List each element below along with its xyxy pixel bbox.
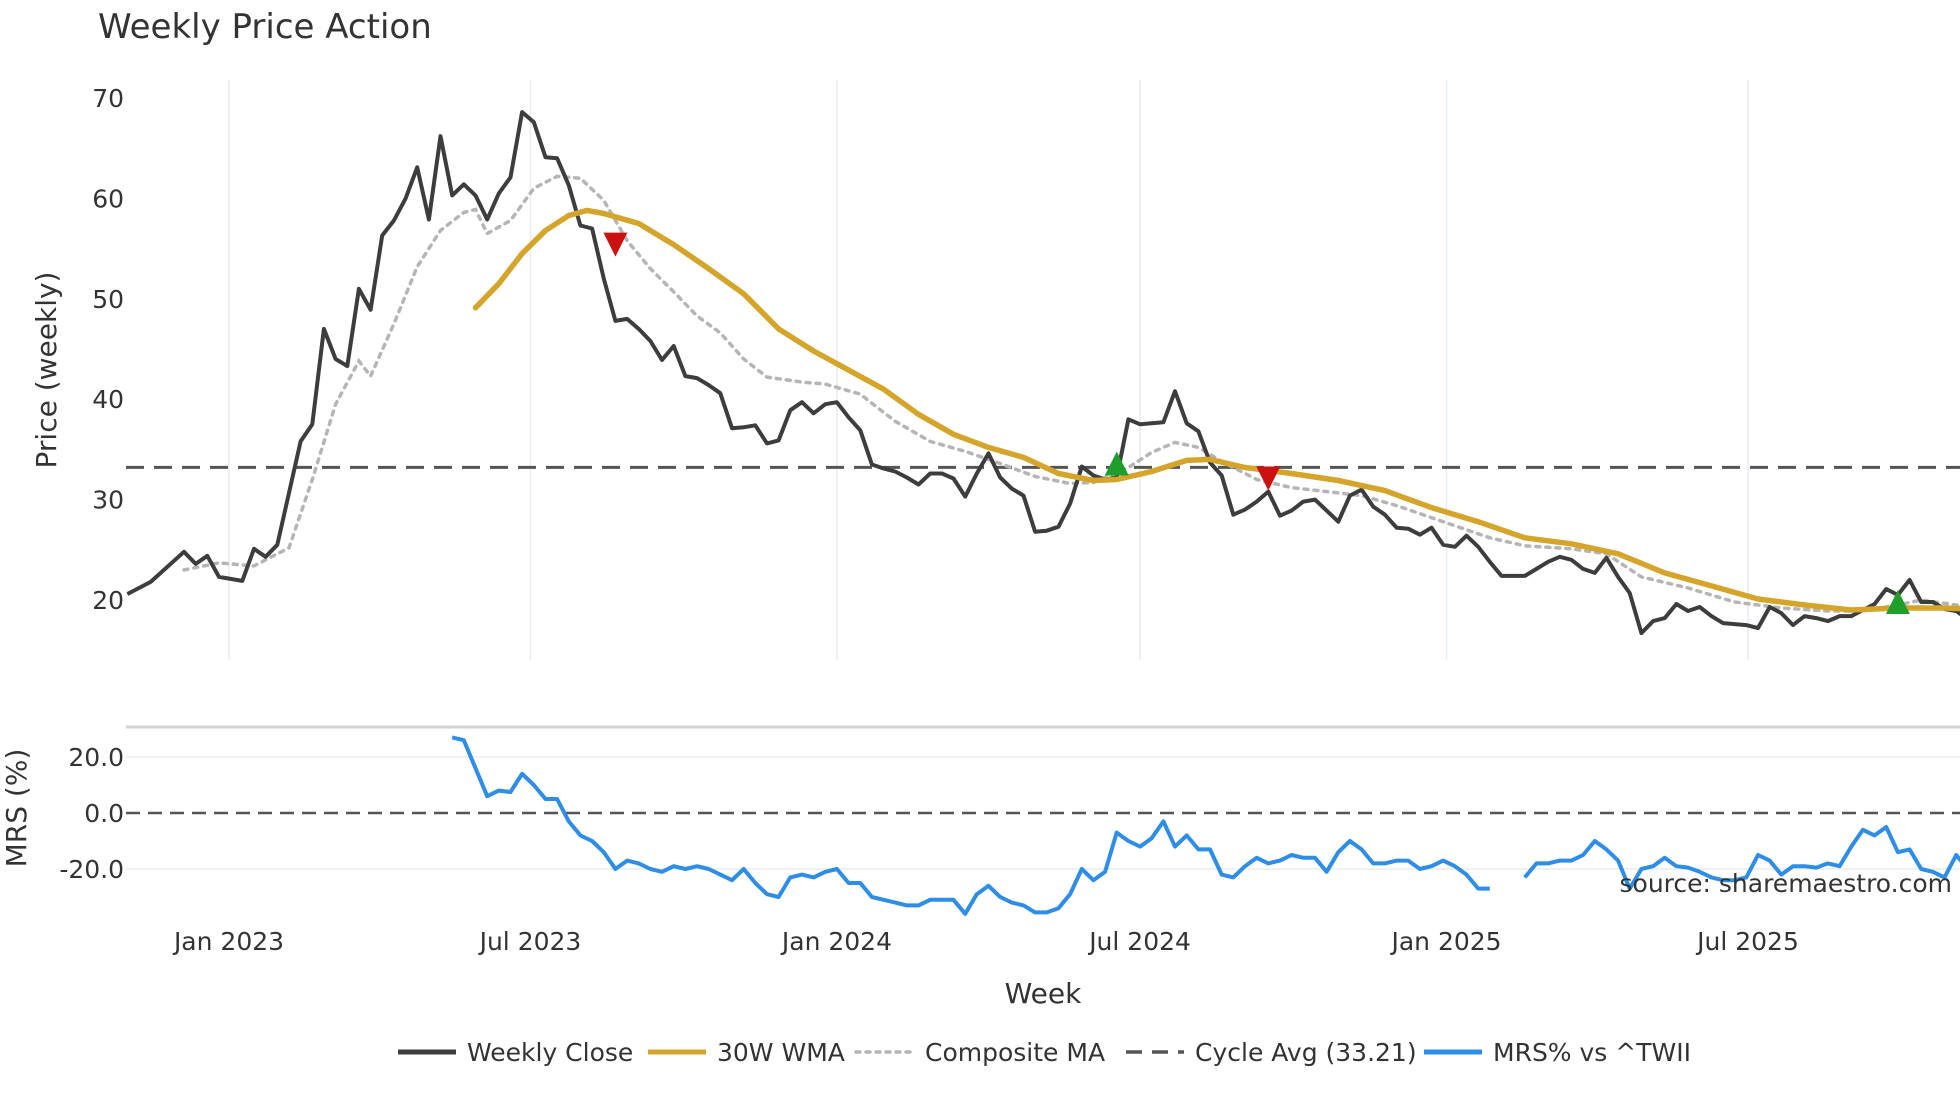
legend-label-2: Composite MA	[925, 1038, 1105, 1067]
weekly-close-line	[126, 110, 1960, 636]
mrs-panel: 20.0 0.0 -20.0 MRS (%) source: sharemaestr…	[0, 735, 1960, 916]
price-y-tick-labels: 20 30 40 50 60 70	[92, 84, 124, 615]
chart-title: Weekly Price Action	[98, 7, 432, 47]
price-panel: 20 30 40 50 60 70 Price (weekly)	[30, 80, 1960, 660]
x-tick-2: Jan 2024	[780, 927, 892, 956]
price-y-tick-4: 60	[92, 184, 124, 213]
mrs-line	[451, 735, 1960, 916]
mrs-gridlines	[126, 756, 1960, 870]
mrs-y-tick-2: -20.0	[59, 855, 124, 884]
x-tick-5: Jul 2025	[1695, 927, 1799, 956]
price-y-tick-2: 40	[92, 385, 124, 414]
legend-label-0: Weekly Close	[467, 1038, 633, 1067]
price-y-tick-0: 20	[92, 586, 124, 615]
legend-label-1: 30W WMA	[717, 1038, 845, 1067]
price-y-tick-5: 70	[92, 84, 124, 113]
sell-signal-marker-0	[603, 232, 628, 257]
legend-label-4: MRS% vs ^TWII	[1493, 1038, 1691, 1067]
x-tick-3: Jul 2024	[1087, 927, 1191, 956]
price-y-axis-label: Price (weekly)	[30, 272, 63, 469]
x-tick-labels: Jan 2023 Jul 2023 Jan 2024 Jul 2024 Jan 2025…	[172, 927, 1799, 956]
legend-label-3: Cycle Avg (33.21)	[1195, 1038, 1417, 1067]
mrs-y-tick-0: 20.0	[68, 743, 124, 772]
mrs-y-axis-label: MRS (%)	[0, 749, 33, 868]
signal-markers	[603, 232, 1910, 615]
x-axis-label: Week	[1005, 977, 1082, 1010]
x-tick-4: Jan 2025	[1389, 927, 1501, 956]
price-y-tick-3: 50	[92, 285, 124, 314]
price-y-tick-1: 30	[92, 486, 124, 515]
buy-signal-marker-1	[1104, 451, 1129, 476]
x-tick-0: Jan 2023	[172, 927, 284, 956]
buy-signal-marker-3	[1885, 590, 1910, 615]
legend: Weekly Close 30W WMA Composite MA Cycle Avg…	[398, 1038, 1691, 1067]
x-tick-1: Jul 2023	[478, 927, 582, 956]
mrs-y-tick-labels: 20.0 0.0 -20.0	[59, 743, 124, 884]
mrs-y-tick-1: 0.0	[84, 799, 124, 828]
source-watermark: source: sharemaestro.com	[1620, 869, 1953, 898]
wma-30w-line	[472, 207, 1960, 613]
sell-signal-marker-2	[1256, 466, 1281, 491]
